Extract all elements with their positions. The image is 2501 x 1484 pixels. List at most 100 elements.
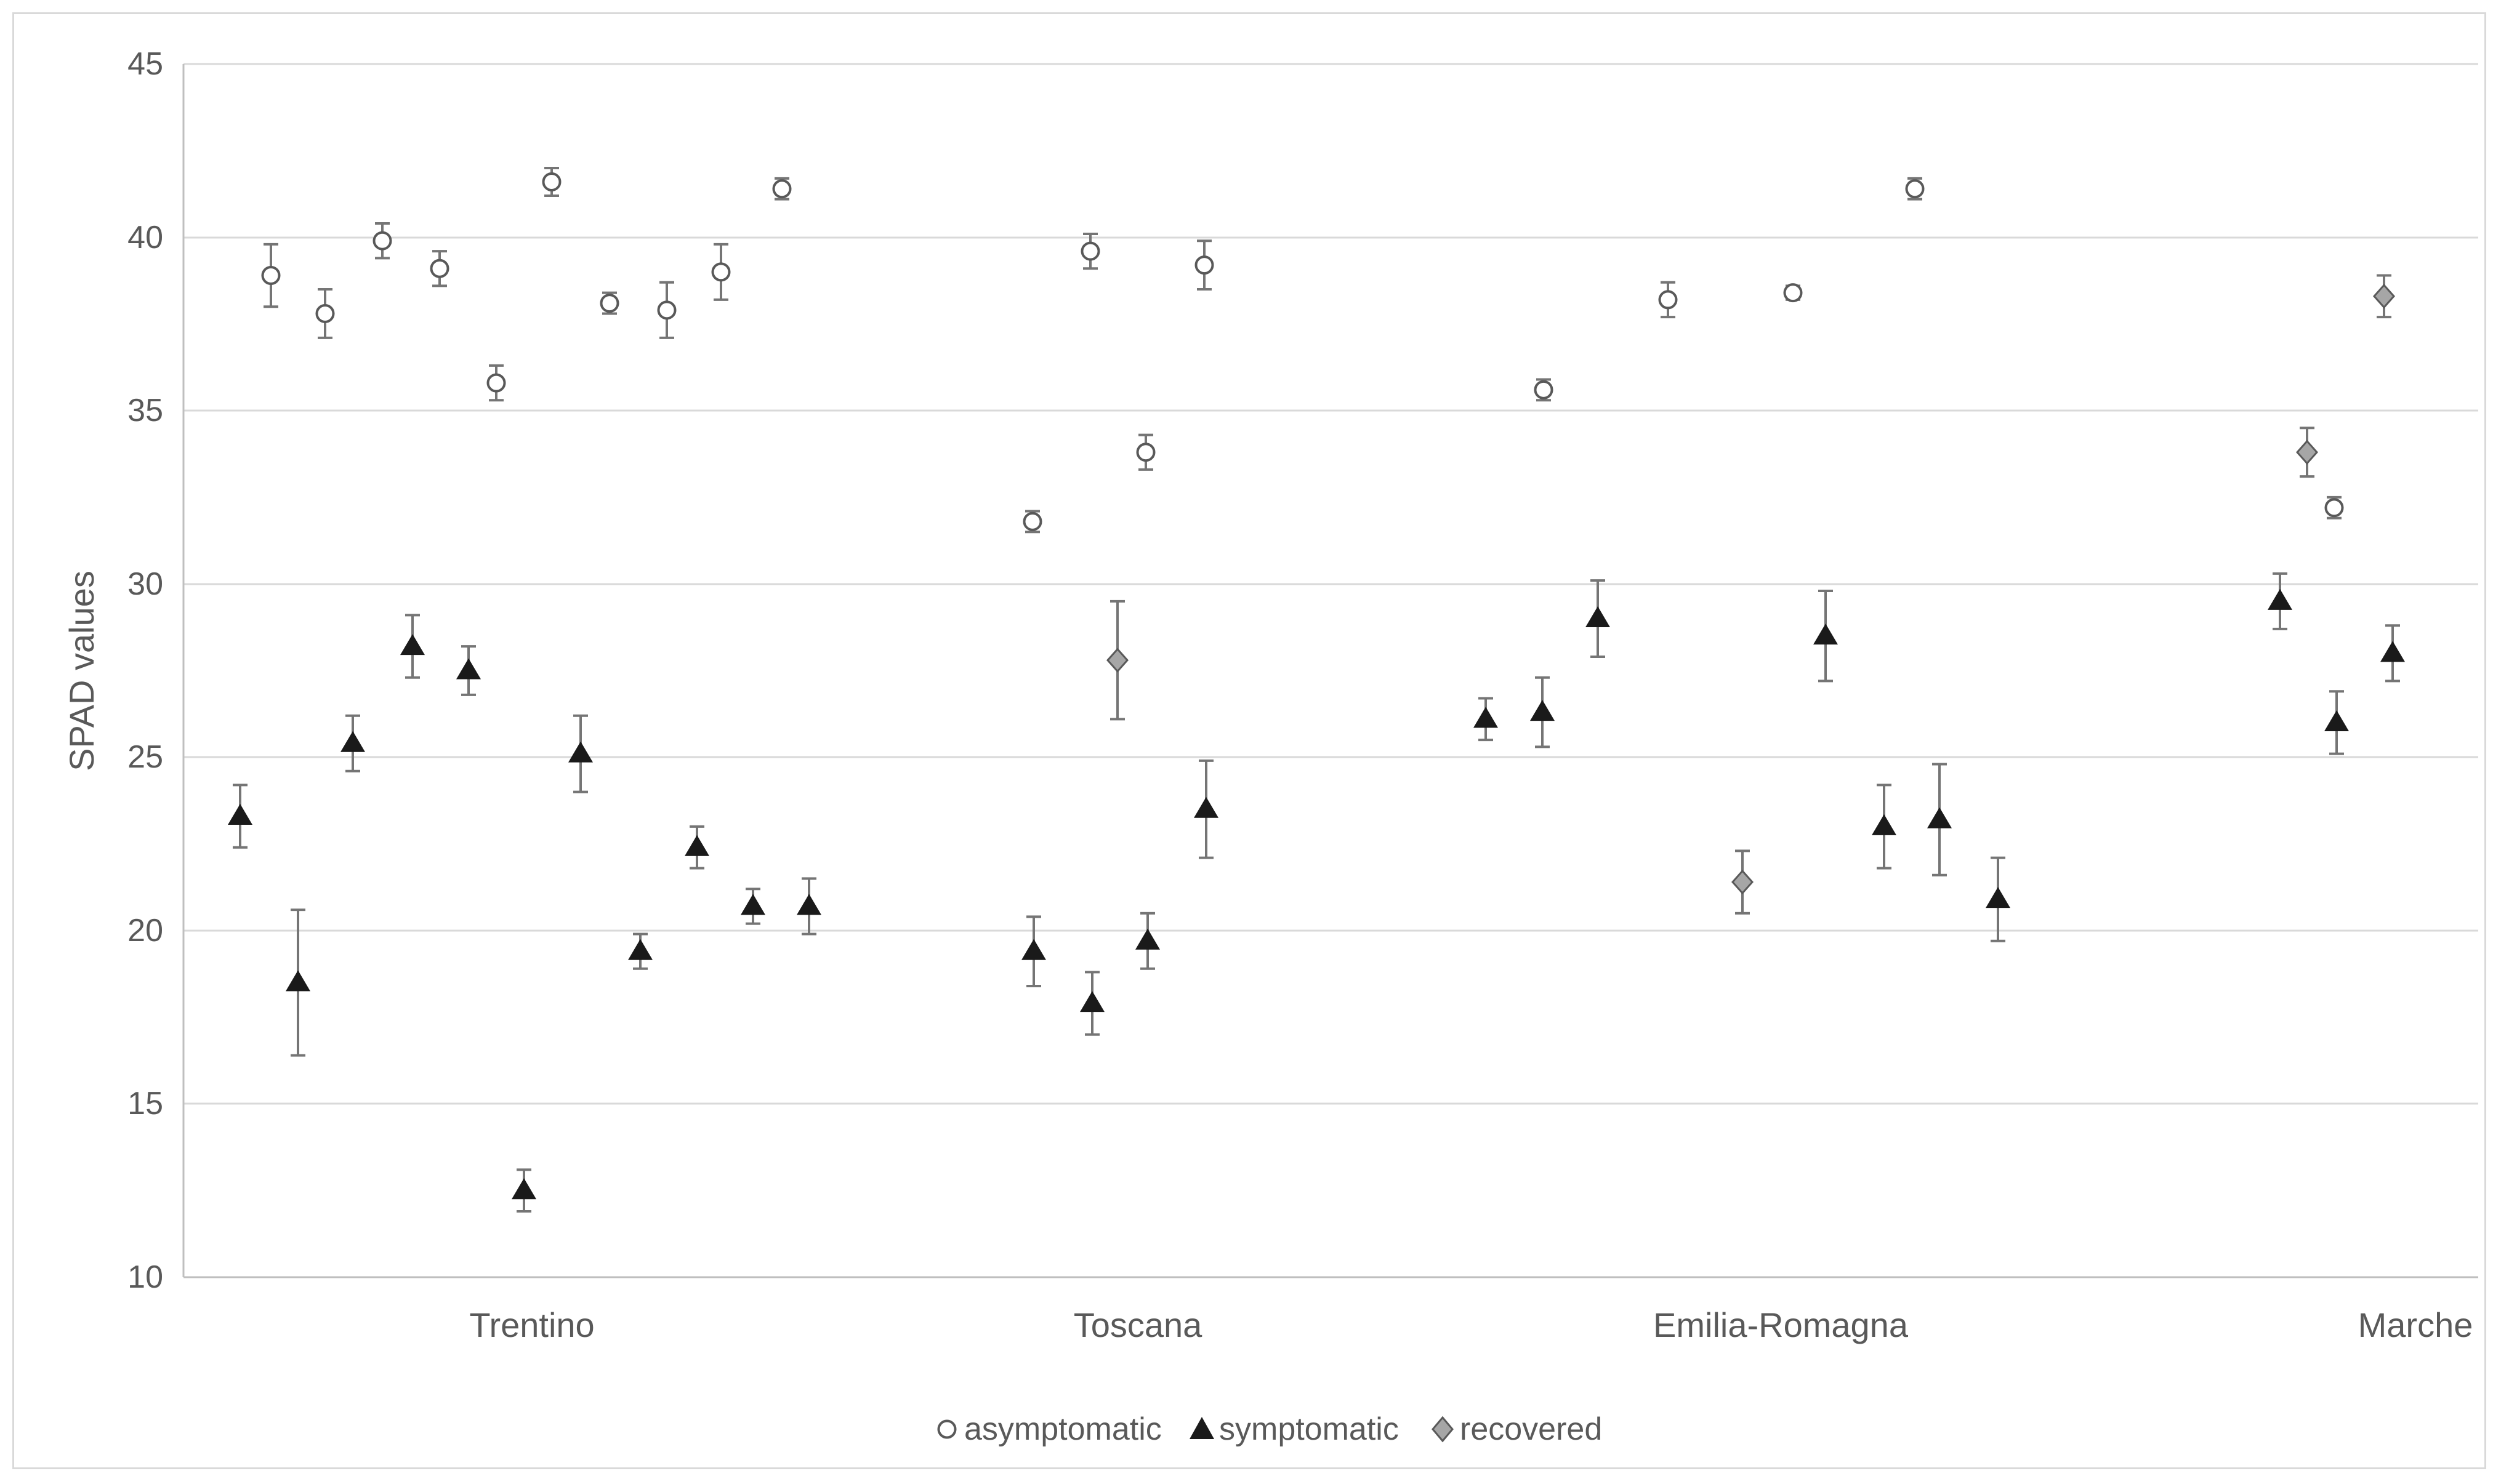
data-point-symptomatic	[741, 888, 765, 925]
data-point-asymptomatic	[1136, 433, 1156, 471]
data-point-symptomatic	[1585, 579, 1610, 658]
data-point-symptomatic	[2324, 690, 2349, 755]
data-point-asymptomatic	[373, 222, 392, 260]
recovered-diamond-marker	[2295, 439, 2319, 465]
data-point-symptomatic	[685, 825, 709, 870]
data-point-asymptomatic	[657, 281, 677, 339]
symptomatic-triangle-marker	[228, 804, 252, 825]
symptomatic-triangle-marker	[1585, 606, 1610, 628]
ytick-35: 35	[127, 393, 163, 428]
asymptomatic-circle-marker	[1658, 290, 1678, 310]
asymptomatic-circle-marker	[373, 231, 392, 251]
asymptomatic-circle-marker	[486, 373, 506, 393]
ytick-45: 45	[127, 46, 163, 82]
symptomatic-triangle-marker	[340, 731, 365, 752]
region-label-marche: Marche	[2358, 1306, 2473, 1344]
data-point-symptomatic	[286, 908, 310, 1057]
data-point-asymptomatic	[711, 243, 731, 301]
data-points	[228, 166, 2405, 1213]
symptomatic-triangle-marker	[1080, 991, 1105, 1013]
data-point-recovered	[1106, 600, 1129, 721]
symptomatic-triangle-marker	[456, 658, 481, 680]
symptomatic-triangle-marker	[286, 970, 310, 992]
symptomatic-triangle-marker	[2380, 641, 2405, 662]
data-point-symptomatic	[797, 877, 821, 936]
data-point-asymptomatic	[315, 288, 335, 339]
asymptomatic-circle-marker	[542, 172, 562, 191]
legend-asymptomatic-circle-icon	[937, 1419, 957, 1439]
asymptomatic-circle-marker	[1905, 179, 1925, 199]
data-point-symptomatic	[1986, 856, 2010, 942]
region-label-emilia-romagna: Emilia-Romagna	[1653, 1306, 1909, 1344]
symptomatic-triangle-marker	[1194, 796, 1218, 818]
symptomatic-triangle-marker	[1927, 807, 1952, 828]
recovered-diamond-marker	[2372, 284, 2396, 309]
symptomatic-triangle-marker	[1872, 814, 1896, 835]
asymptomatic-circle-marker	[1136, 443, 1156, 462]
data-point-asymptomatic	[1658, 281, 1678, 319]
data-point-symptomatic	[2268, 572, 2292, 630]
symptomatic-triangle-marker	[1813, 624, 1838, 645]
data-point-recovered	[2372, 274, 2396, 319]
axes	[182, 64, 2478, 1278]
y-axis-tick-labels: 45 40 35 30 25 20 15 10	[127, 46, 163, 1295]
ytick-10: 10	[127, 1259, 163, 1295]
legend-recovered-diamond-icon	[1432, 1416, 1454, 1443]
data-point-symptomatic	[400, 614, 425, 679]
symptomatic-triangle-marker	[1021, 939, 1046, 960]
symptomatic-triangle-marker	[1135, 928, 1160, 950]
asymptomatic-circle-marker	[1023, 511, 1042, 531]
data-point-symptomatic	[1813, 589, 1838, 683]
x-axis-category-labels: Trentino Toscana Emilia-Romagna Marche	[469, 1306, 2473, 1344]
asymptomatic-circle-marker	[2324, 498, 2344, 518]
data-point-symptomatic	[1473, 697, 1498, 742]
gridlines	[183, 63, 2478, 1105]
symptomatic-triangle-marker	[1986, 887, 2010, 908]
data-point-symptomatic	[1021, 915, 1046, 987]
symptomatic-triangle-marker	[2268, 588, 2292, 610]
data-point-symptomatic	[568, 714, 593, 793]
asymptomatic-circle-marker	[711, 262, 731, 282]
symptomatic-triangle-marker	[797, 894, 821, 915]
data-point-asymptomatic	[1534, 378, 1553, 402]
data-point-symptomatic	[340, 714, 365, 772]
y-axis-title: SPAD values	[62, 571, 101, 771]
data-point-asymptomatic	[261, 243, 281, 308]
chart-figure-border	[12, 12, 2486, 1469]
asymptomatic-circle-marker	[315, 303, 335, 323]
region-label-toscana: Toscana	[1074, 1306, 1202, 1344]
data-point-asymptomatic	[486, 364, 506, 402]
asymptomatic-circle-marker	[1194, 255, 1214, 275]
asymptomatic-circle-marker	[657, 300, 677, 320]
data-point-asymptomatic	[430, 250, 449, 287]
data-point-symptomatic	[456, 645, 481, 696]
asymptomatic-circle-marker	[772, 179, 792, 199]
asymptomatic-circle-marker	[261, 266, 281, 286]
data-point-symptomatic	[1530, 676, 1555, 748]
legend-recovered-label: recovered	[1460, 1411, 1602, 1447]
ytick-15: 15	[127, 1086, 163, 1121]
data-point-asymptomatic	[542, 166, 562, 197]
data-point-asymptomatic	[1783, 283, 1803, 303]
asymptomatic-circle-marker	[430, 259, 449, 278]
symptomatic-triangle-marker	[1530, 700, 1555, 721]
data-point-asymptomatic	[600, 291, 619, 315]
region-label-trentino: Trentino	[469, 1306, 594, 1344]
symptomatic-triangle-marker	[741, 894, 765, 915]
data-point-recovered	[1731, 849, 1754, 915]
data-point-asymptomatic	[1194, 239, 1214, 291]
symptomatic-triangle-marker	[1473, 707, 1498, 728]
asymptomatic-circle-marker	[1081, 241, 1100, 261]
symptomatic-triangle-marker	[685, 835, 709, 856]
ytick-30: 30	[127, 566, 163, 602]
ytick-25: 25	[127, 739, 163, 775]
data-point-symptomatic	[1135, 912, 1160, 970]
legend: asymptomatic symptomatic recovered	[937, 1411, 1602, 1447]
data-point-asymptomatic	[1023, 510, 1042, 534]
data-point-recovered	[2295, 427, 2319, 478]
legend-asymptomatic-label: asymptomatic	[964, 1411, 1162, 1447]
recovered-diamond-marker	[1106, 648, 1129, 673]
symptomatic-triangle-marker	[2324, 710, 2349, 731]
data-point-asymptomatic	[1905, 177, 1925, 201]
